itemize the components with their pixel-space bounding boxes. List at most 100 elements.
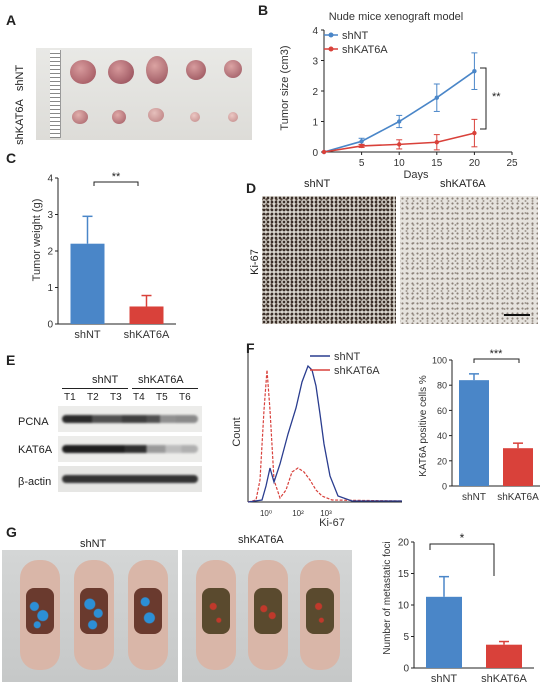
metastasis-spots (254, 588, 282, 634)
blot-lane-label: T5 (156, 392, 168, 403)
metastasis-spots (134, 588, 162, 634)
significance-stars: ** (492, 91, 501, 103)
row-label-shkat6a: shKAT6A (14, 99, 26, 145)
y-tick-label: 4 (312, 26, 318, 37)
blot-row-label-pcna: PCNA (18, 416, 49, 428)
kat6a-positive-chart: KAT6A positive cells % 0 20 40 60 80 100 shNT… (418, 348, 540, 503)
legend-label-shnt: shNT (334, 351, 361, 363)
ihc-col-label-shnt: shNT (304, 178, 331, 190)
metastatic-foci-chart: Number of metastatic foci 0 5 10 15 20 shNT s… (382, 531, 534, 685)
x-axis-label: Ki-67 (319, 517, 345, 529)
bar-shnt (426, 596, 462, 668)
metastasis-spots (26, 588, 54, 634)
panel-label-e: E (6, 352, 16, 368)
blot-row-label-kat6a: KAT6A (18, 444, 53, 456)
y-tick-label: 1 (312, 118, 318, 129)
legend-marker-shkat6a (328, 46, 334, 52)
x-tick-label: shNT (431, 673, 458, 685)
x-tick-label: 10⁰ (260, 509, 272, 518)
blot-group-line-shnt (62, 388, 128, 389)
x-tick-label: shKAT6A (124, 329, 170, 341)
x-tick-label: 10³ (320, 509, 332, 518)
y-tick-label: 20 (398, 538, 410, 549)
panel-label-g: G (6, 524, 17, 540)
x-tick-label: shNT (74, 329, 101, 341)
significance-bracket (480, 67, 487, 130)
y-tick-label: 3 (47, 210, 53, 221)
tumor (224, 60, 242, 78)
y-tick-label: 40 (437, 431, 447, 441)
significance-stars: *** (490, 348, 504, 360)
scale-bar (504, 314, 530, 316)
tumor-growth-chart: Nude mice xenograft model Tumor size (cm… (279, 11, 518, 180)
y-tick-label: 100 (432, 356, 447, 366)
y-tick-label: 5 (403, 632, 409, 643)
data-point (434, 140, 439, 145)
significance-stars: ** (112, 171, 121, 183)
blot-group-shnt: shNT (92, 374, 119, 386)
y-tick-label: 0 (442, 482, 447, 492)
panel-label-c: C (6, 150, 17, 166)
x-tick-label: 15 (431, 158, 443, 169)
y-tick-label: 0 (312, 148, 318, 159)
significance-bracket (93, 181, 139, 186)
mice-col-label-shkat6a: shKAT6A (238, 534, 284, 546)
y-tick-label: 80 (437, 381, 447, 391)
metastasis-spots (306, 588, 334, 634)
y-tick-label: 0 (403, 664, 409, 675)
ihc-col-label-shkat6a: shKAT6A (440, 178, 486, 190)
blot-group-shkat6a: shKAT6A (138, 374, 184, 386)
tumor (108, 60, 134, 84)
x-tick-label: shKAT6A (497, 492, 539, 503)
data-point (434, 95, 439, 100)
x-axis-label: Days (403, 169, 429, 180)
tumor (190, 112, 200, 122)
mice-photo-shnt (2, 550, 178, 682)
tumor (112, 110, 126, 124)
data-point (321, 149, 327, 155)
x-tick-label: shNT (462, 492, 486, 503)
blot-kat6a (58, 436, 202, 462)
bar-shkat6a (503, 448, 533, 486)
y-tick-label: 2 (312, 87, 318, 98)
data-point (397, 142, 402, 147)
ihc-image-shkat6a (400, 196, 538, 324)
panel-label-f: F (246, 340, 255, 356)
y-axis-label: Tumor size (cm3) (279, 45, 291, 130)
y-tick-label: 3 (312, 57, 318, 68)
blot-lane-label: T4 (133, 392, 145, 403)
tumor (186, 60, 206, 80)
tumor-photo (36, 48, 252, 140)
tumor (148, 108, 164, 122)
metastasis-spots (202, 588, 230, 634)
ruler (50, 50, 61, 138)
mice-col-label-shnt: shNT (80, 538, 107, 550)
y-axis-label: Count (231, 417, 243, 446)
x-tick-label: 20 (469, 158, 481, 169)
y-tick-label: 4 (47, 174, 53, 185)
y-tick-label: 20 (437, 456, 447, 466)
data-point (472, 130, 477, 136)
tumor-weight-chart: Tumor weight (g) 0 1 2 3 4 shNT shKAT6A ** (31, 171, 176, 341)
data-point (472, 68, 477, 74)
blot-actin (58, 466, 202, 492)
ihc-row-label: Ki-67 (249, 249, 261, 275)
bar-shkat6a (129, 306, 164, 324)
data-point (359, 143, 364, 149)
y-tick-label: 1 (47, 283, 53, 294)
legend-label-shkat6a: shKAT6A (342, 44, 388, 56)
blot-pcna (58, 406, 202, 432)
mice-photo-shkat6a (182, 550, 352, 682)
bar-shnt (70, 243, 105, 324)
blot-row-label-actin: β-actin (18, 476, 52, 488)
histogram-curve-shkat6a (247, 369, 403, 503)
legend-label-shnt: shNT (342, 30, 369, 42)
tumor (70, 60, 96, 84)
blot-group-line-shkat6a (132, 388, 198, 389)
flow-histogram: Count Ki-67 10⁰ 10² 10³ shNT shKAT6A (231, 351, 403, 529)
blot-lane-label: T3 (110, 392, 122, 403)
y-tick-label: 2 (47, 247, 53, 258)
y-axis-label: Tumor weight (g) (31, 199, 43, 282)
bar-shkat6a (486, 644, 522, 668)
chart-title: Nude mice xenograft model (329, 11, 464, 23)
